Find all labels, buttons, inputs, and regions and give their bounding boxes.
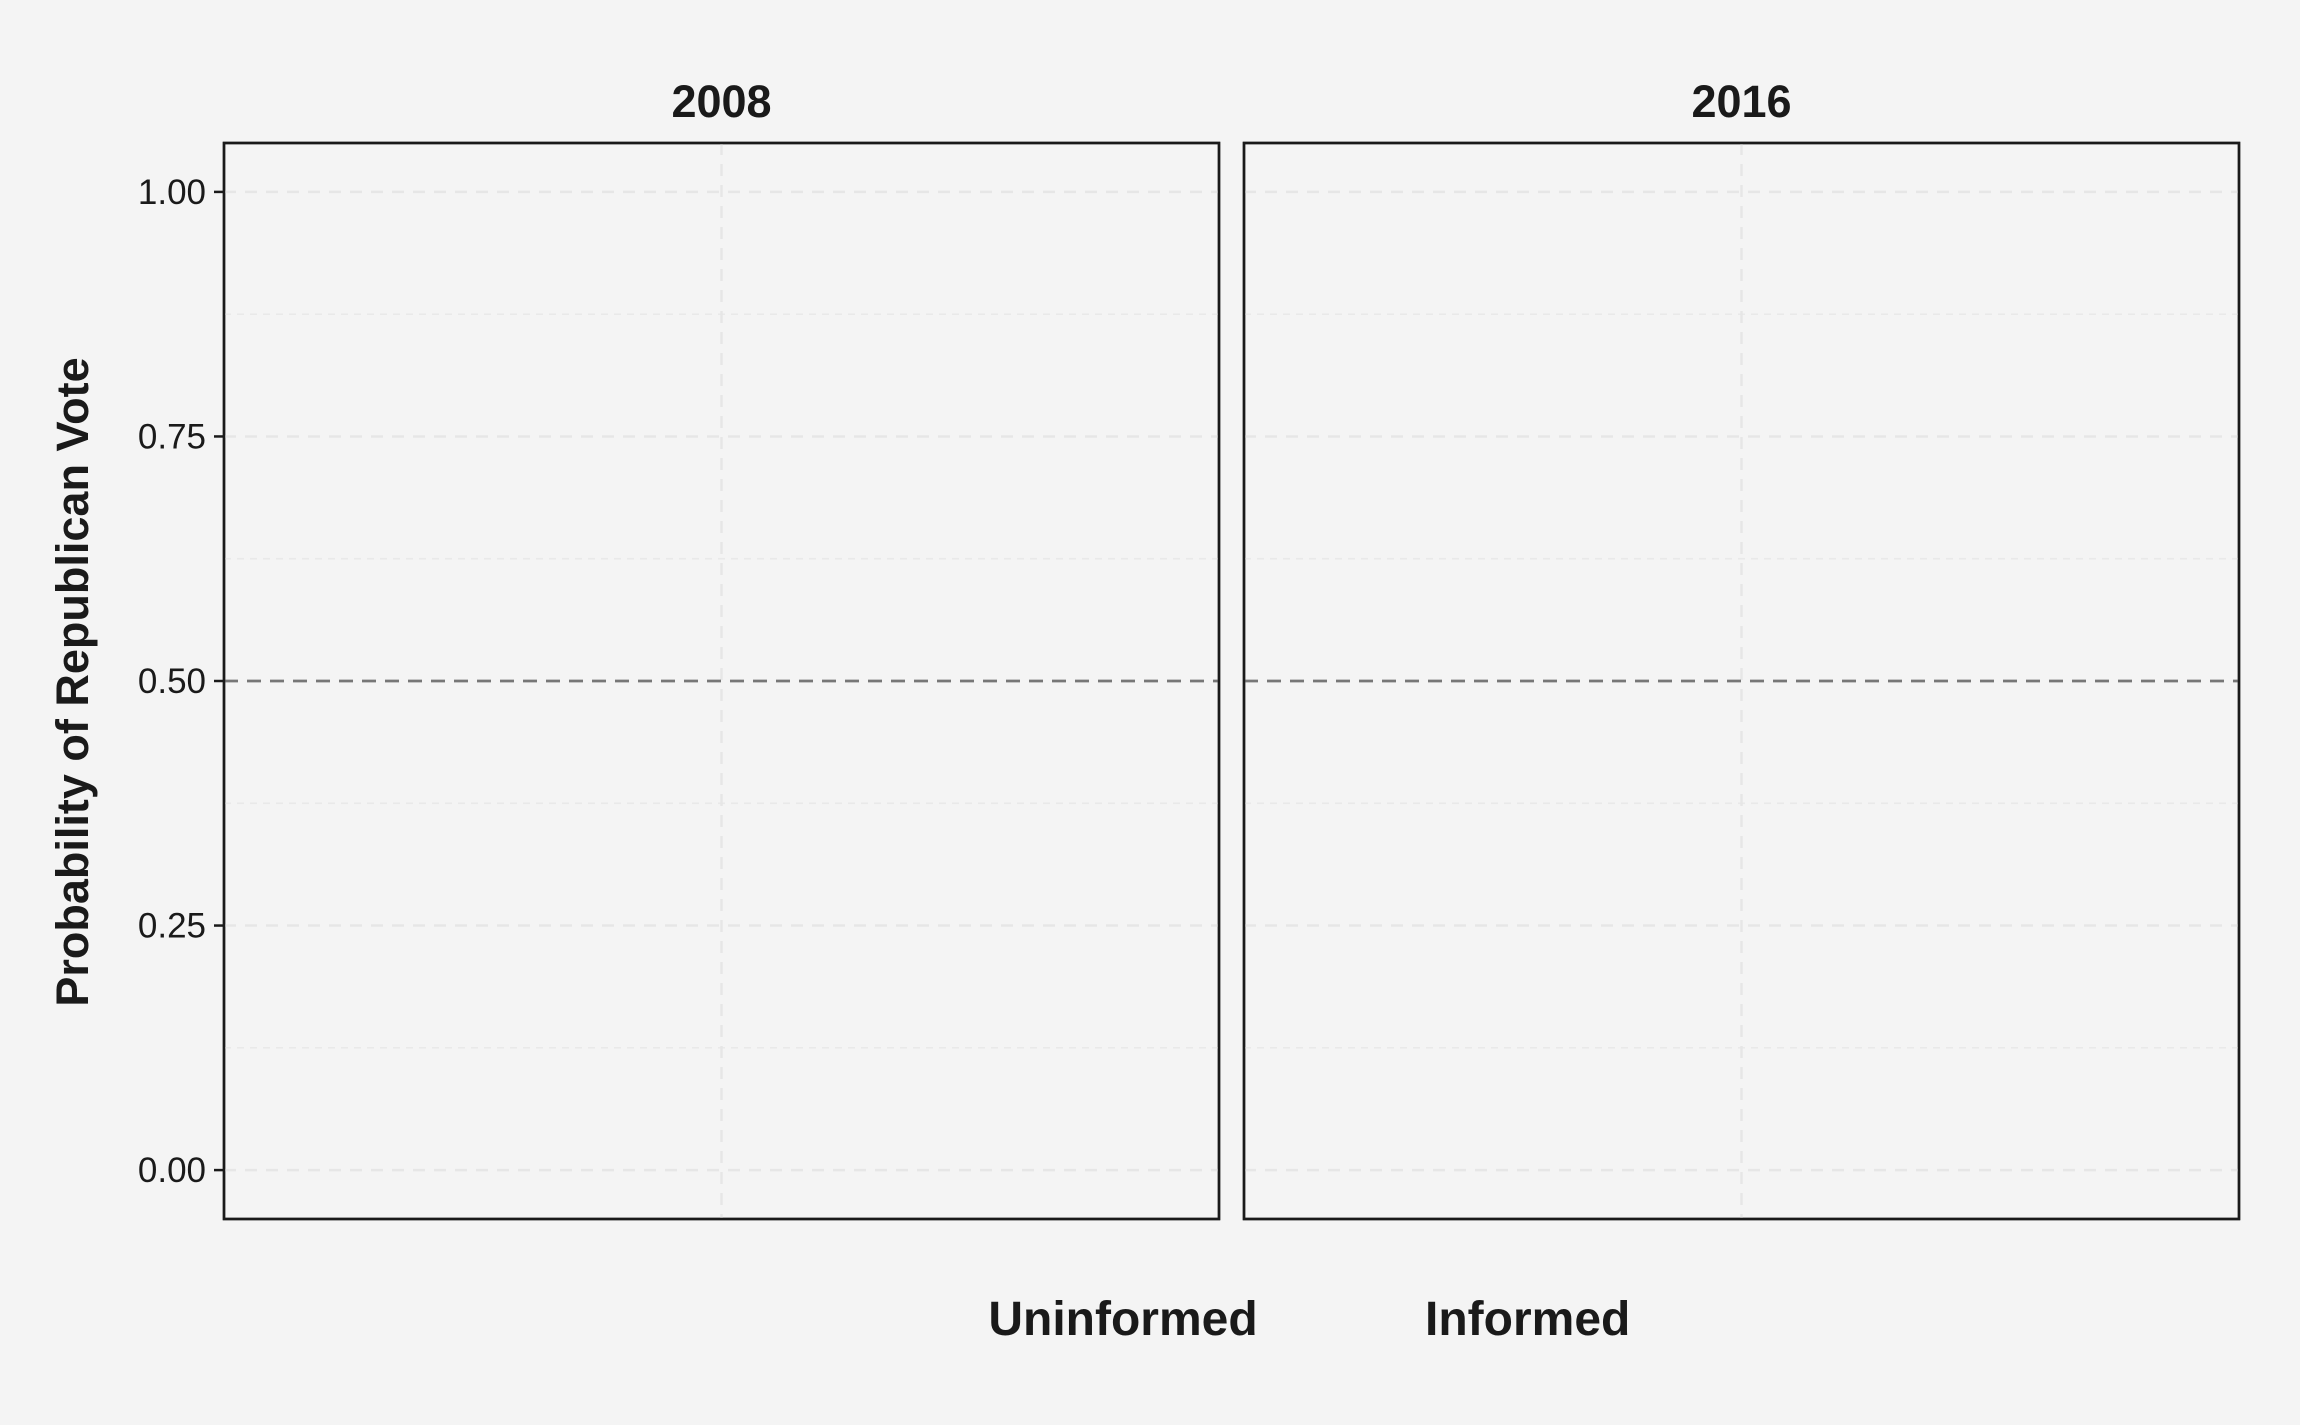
panel-title: 2008: [671, 76, 771, 127]
legend-item-informed: Informed: [1425, 1293, 1630, 1346]
legend-item-uninformed: Uninformed: [988, 1293, 1257, 1346]
y-axis: 0.00 0.25 0.50 0.75 1.00: [138, 173, 224, 1190]
panel-2008: 2008: [222, 76, 1221, 1221]
y-tick-label: 0.50: [138, 662, 206, 701]
y-tick-label: 0.75: [138, 417, 206, 456]
panel-border: [1242, 141, 2241, 1221]
panel-2016: 2016: [1242, 76, 2241, 1221]
y-tick-label: 0.25: [138, 907, 206, 946]
legend: Uninformed Informed: [988, 1293, 1630, 1346]
panels-layer: 2008 2016: [222, 76, 2241, 1221]
y-tick-label: 1.00: [138, 173, 206, 212]
y-axis-title: Probability of Republican Vote: [47, 357, 98, 1006]
y-tick-label: 0.00: [138, 1151, 206, 1190]
panel-title: 2016: [1691, 76, 1791, 127]
